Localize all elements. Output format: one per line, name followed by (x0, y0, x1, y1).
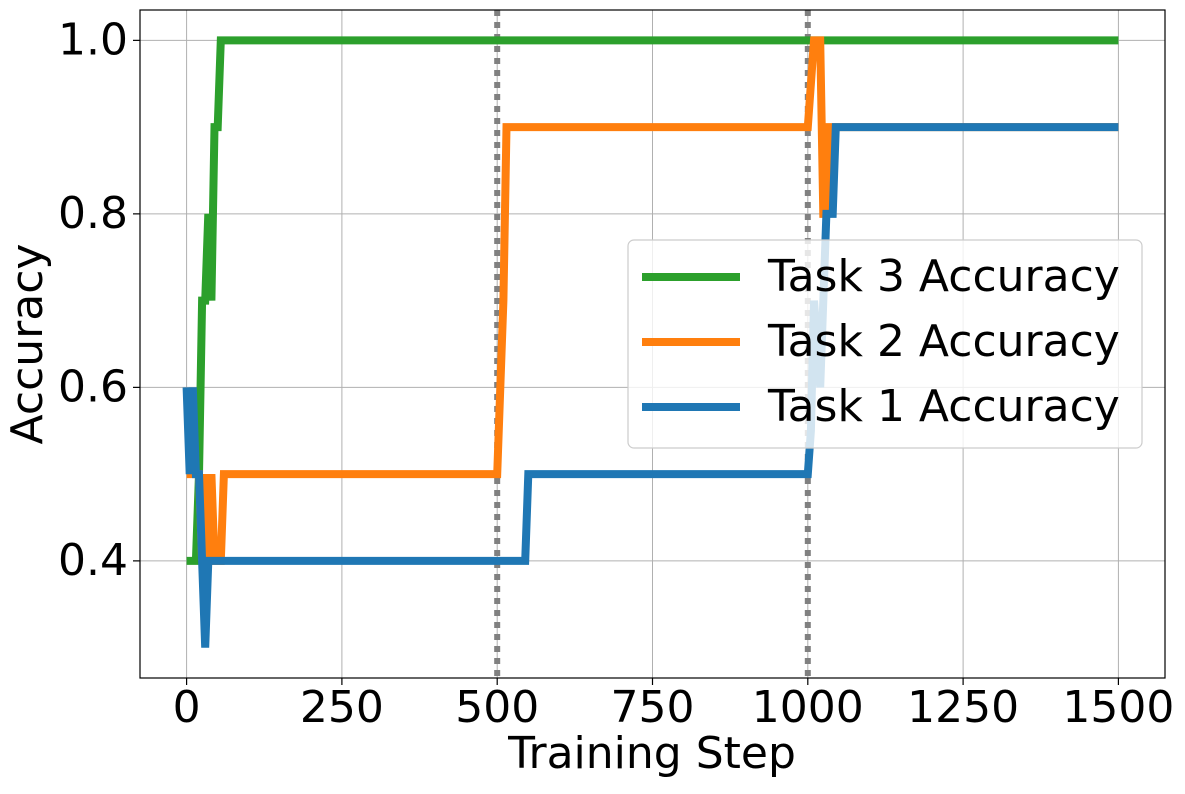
x-tick-label: 1000 (752, 682, 864, 733)
x-tick-label: 0 (173, 682, 201, 733)
x-tick-label: 1250 (907, 682, 1019, 733)
legend-label: Task 1 Accuracy (767, 381, 1120, 432)
axes-frame (139, 9, 1166, 679)
x-axis-label: Training Step (507, 728, 796, 779)
series-line (186, 36, 1119, 565)
y-tick-label: 1.0 (58, 14, 128, 65)
x-tick-label: 250 (300, 682, 384, 733)
y-axis-label: Accuracy (2, 244, 53, 445)
y-tick-label: 0.8 (58, 188, 128, 239)
legend-label: Task 3 Accuracy (767, 251, 1120, 302)
legend-box (627, 239, 1143, 449)
legend: Task 3 Accuracy Task 2 Accuracy Task 1 Acc… (627, 239, 1143, 449)
y-tick-label: 0.4 (58, 535, 128, 586)
y-tick-label: 0.6 (58, 361, 128, 412)
x-tick-label: 750 (611, 682, 695, 733)
x-tick-label: 1500 (1062, 682, 1174, 733)
x-tick-label: 500 (455, 682, 539, 733)
legend-label: Task 2 Accuracy (767, 316, 1120, 367)
series-line (182, 123, 1119, 648)
